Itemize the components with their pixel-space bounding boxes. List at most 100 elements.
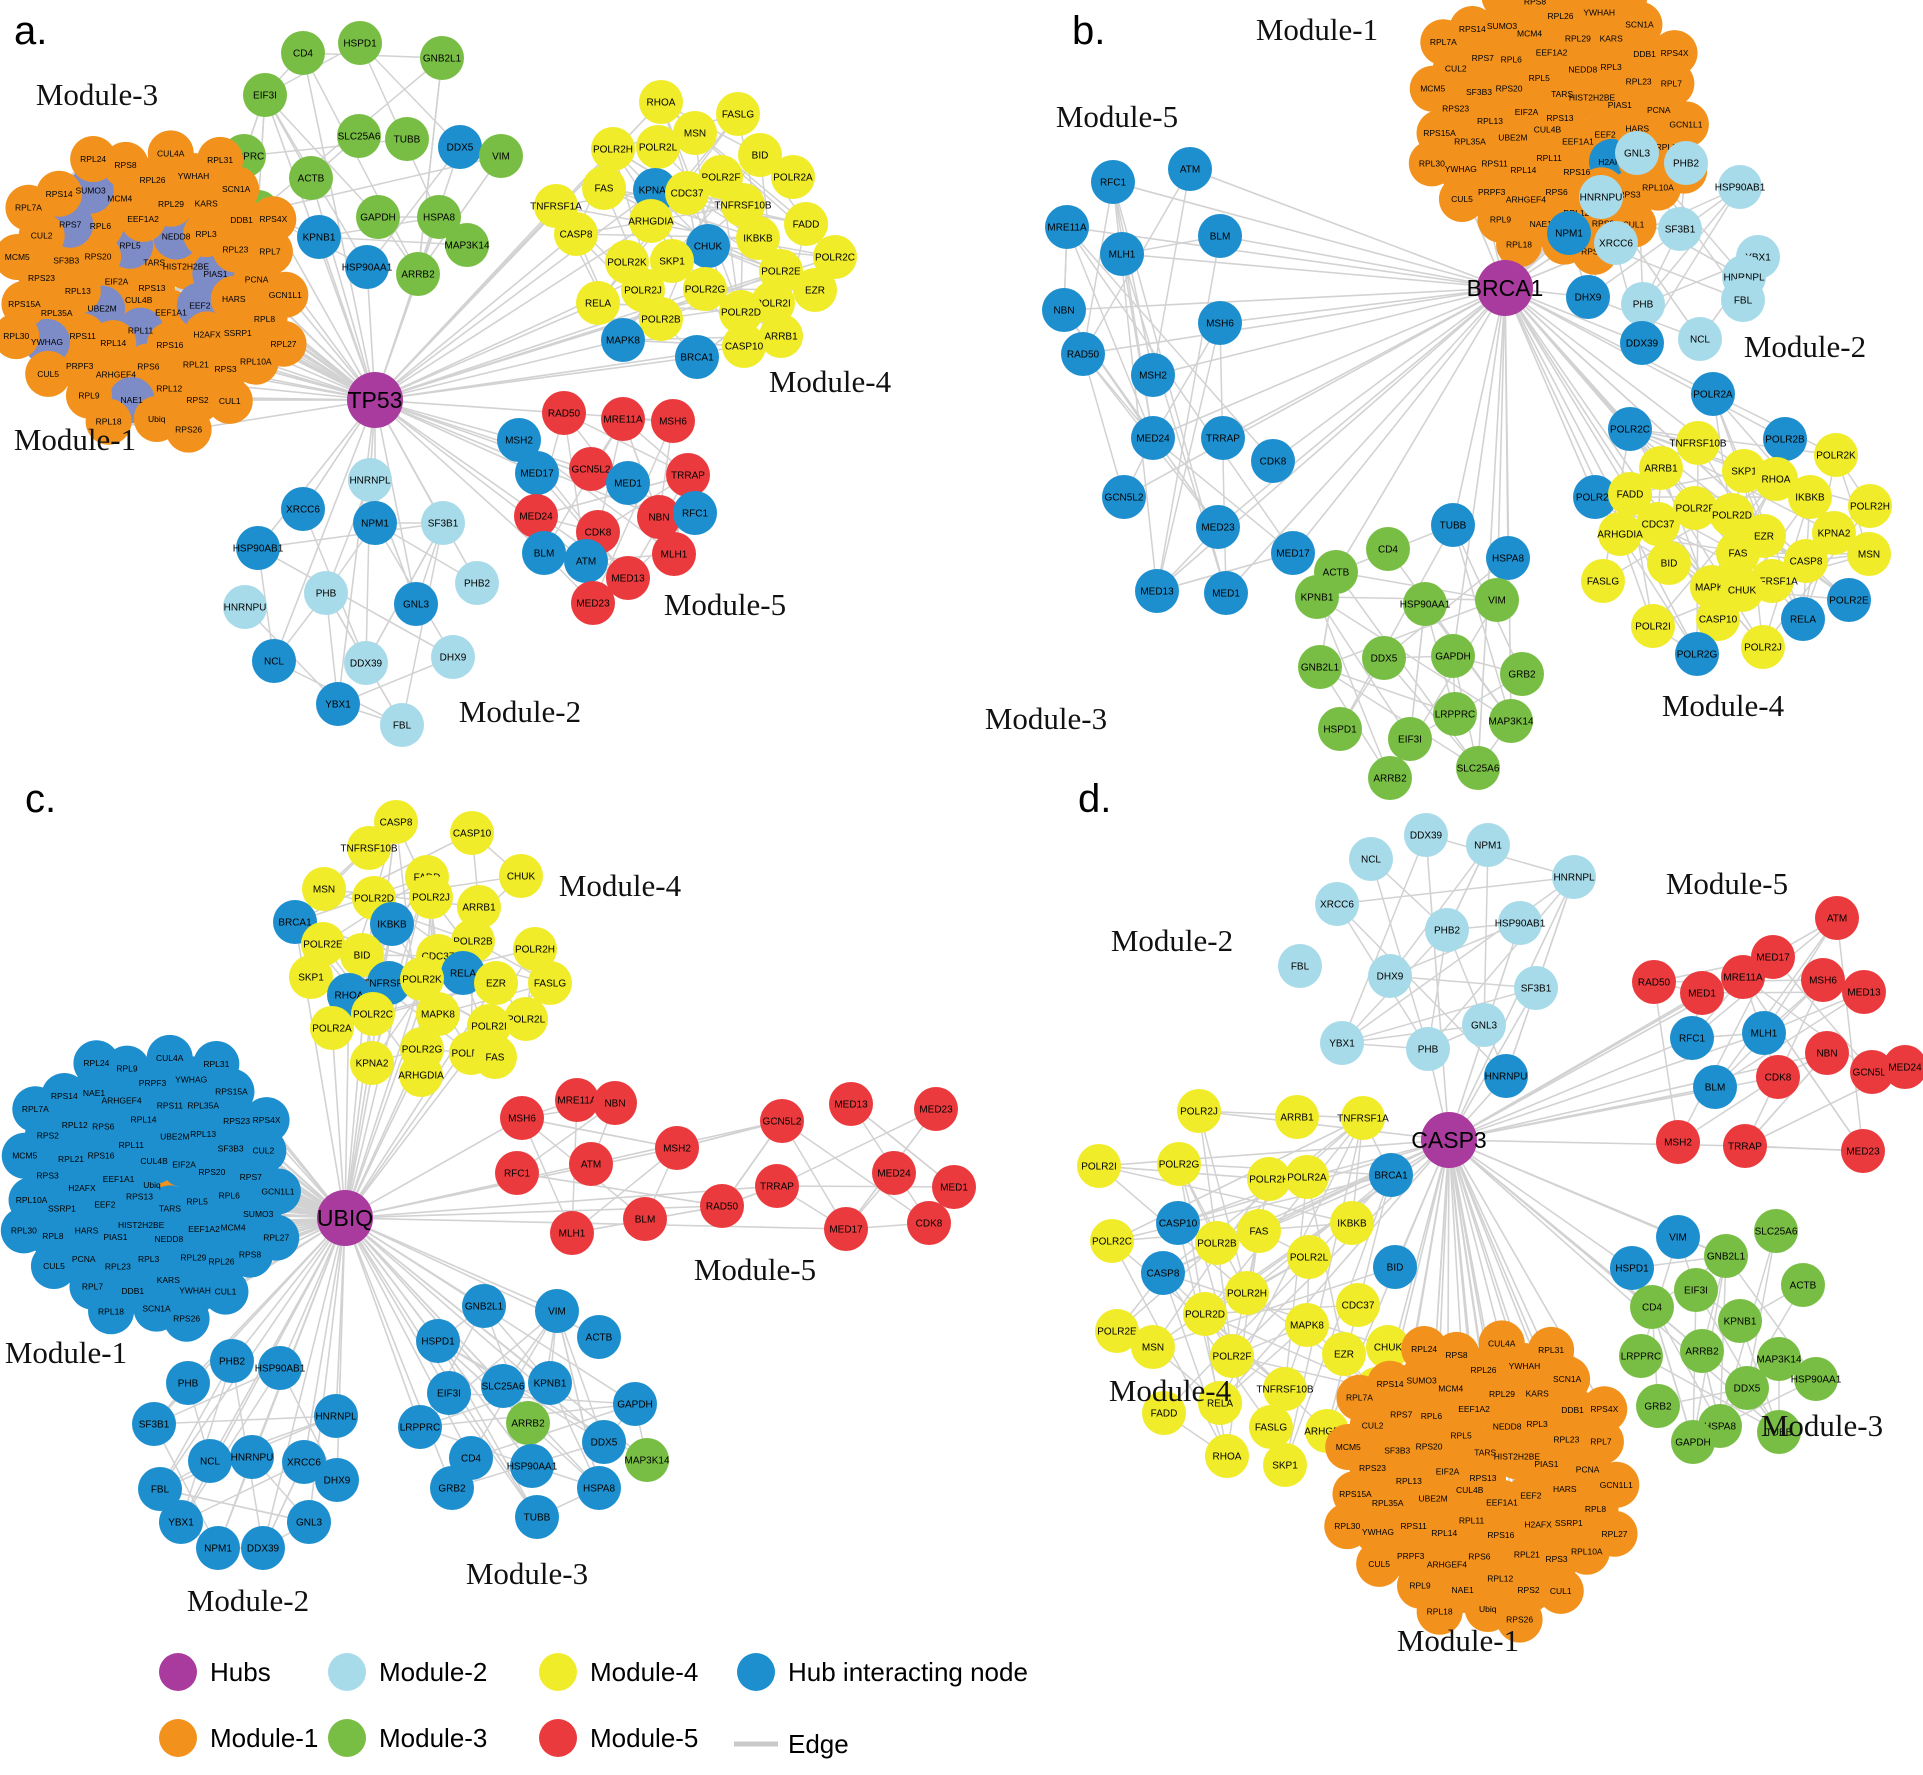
network-node-EIF3I[interactable] [1388,717,1432,761]
network-node-MED23[interactable] [1841,1129,1885,1173]
hub-node-UBIQ[interactable] [317,1190,373,1246]
network-node-NBN[interactable] [1042,288,1086,332]
network-node-RHOA[interactable] [1205,1434,1249,1478]
network-node-HSPA8[interactable] [1486,536,1530,580]
network-node-POLR2F[interactable] [1210,1334,1254,1378]
network-node-KPNA2[interactable] [1812,511,1856,555]
network-node-POLR2A[interactable] [310,1006,354,1050]
network-node-IKBKB[interactable] [736,216,780,260]
network-node-FASLG[interactable] [716,92,760,136]
network-node-HSPD1[interactable] [1610,1246,1654,1290]
network-node-RPL18[interactable] [88,1288,135,1335]
network-node-GNL3[interactable] [394,582,438,626]
network-node-POLR2G[interactable] [1675,632,1719,676]
network-node-ACTB[interactable] [1781,1263,1825,1307]
network-node-BLM[interactable] [1198,214,1242,258]
network-node-NCL[interactable] [188,1439,232,1483]
network-node-MED17[interactable] [1271,531,1315,575]
network-node-DDX39[interactable] [1620,321,1664,365]
network-node-DDX39[interactable] [344,641,388,685]
network-node-RPS4X[interactable] [1651,30,1698,77]
network-node-RAD50[interactable] [1061,332,1105,376]
network-node-MED23[interactable] [1196,505,1240,549]
network-node-ARRB2[interactable] [1680,1329,1724,1373]
network-node-MSH2[interactable] [497,418,541,462]
network-node-CASP10[interactable] [722,324,766,368]
network-node-DHX9[interactable] [431,635,475,679]
network-node-GAPDH[interactable] [1671,1420,1715,1464]
hub-node-CASP3[interactable] [1421,1112,1477,1168]
network-node-RPL31[interactable] [1601,0,1648,20]
network-node-RFC1[interactable] [673,491,717,535]
network-node-LRPPRC[interactable] [1433,692,1477,736]
network-node-MED17[interactable] [824,1207,868,1251]
network-node-POLR2H[interactable] [591,127,635,171]
network-node-ARRB2[interactable] [506,1401,550,1445]
network-node-ARRB1[interactable] [759,314,803,358]
network-node-RELA[interactable] [441,951,485,995]
network-node-NBN[interactable] [1805,1031,1849,1075]
network-node-MSN[interactable] [1847,532,1891,576]
network-node-TRRAP[interactable] [755,1164,799,1208]
network-node-POLR2D[interactable] [719,290,763,334]
network-node-CDK8[interactable] [907,1201,951,1245]
network-node-POLR2A[interactable] [771,155,815,199]
network-node-RFC1[interactable] [1670,1016,1714,1060]
network-node-ARRB2[interactable] [396,252,440,296]
network-node-GNB2L1[interactable] [1298,645,1342,689]
network-node-MAP3K14[interactable] [1757,1337,1801,1381]
network-node-NCL[interactable] [252,639,296,683]
network-node-FASLG[interactable] [528,961,572,1005]
network-node-SKP1[interactable] [289,955,333,999]
network-node-RFC1[interactable] [495,1151,539,1195]
network-node-RPL30[interactable] [1324,1503,1371,1550]
network-node-MED24[interactable] [1131,416,1175,460]
network-node-RPL24[interactable] [1481,0,1528,20]
network-node-CDK8[interactable] [1251,439,1295,483]
network-node-KPNB1[interactable] [1718,1299,1762,1343]
network-node-HNRNPU[interactable] [1484,1054,1528,1098]
network-node-SKP1[interactable] [1263,1443,1307,1487]
network-node-FBL[interactable] [1721,278,1765,322]
network-node-RPL30[interactable] [1408,140,1455,187]
network-node-CDC37[interactable] [1636,502,1680,546]
network-node-MLH1[interactable] [550,1211,594,1255]
network-node-MSH6[interactable] [651,399,695,443]
network-node-MLH1[interactable] [1742,1011,1786,1055]
network-node-POLR2E[interactable] [301,922,345,966]
network-node-POLR2L[interactable] [636,125,680,169]
network-node-POLR2C[interactable] [813,235,857,279]
network-node-POLR2G[interactable] [683,267,727,311]
network-node-MED13[interactable] [1135,569,1179,613]
network-node-YBX1[interactable] [159,1500,203,1544]
network-node-HNRNPU[interactable] [223,585,267,629]
network-node-KPNA2[interactable] [350,1041,394,1085]
network-node-POLR2L[interactable] [1287,1235,1331,1279]
network-node-MED1[interactable] [1680,971,1724,1015]
network-node-CUL1[interactable] [1537,1567,1584,1614]
network-node-GCN5L2[interactable] [1850,1050,1894,1094]
network-node-POLR2D[interactable] [1710,493,1754,537]
network-node-NPM1[interactable] [196,1526,240,1570]
network-node-CD4[interactable] [281,31,325,75]
network-node-RPL27[interactable] [253,1214,300,1261]
network-node-MAPK8[interactable] [601,318,645,362]
network-node-EIF3I[interactable] [427,1371,471,1415]
network-node-PHB[interactable] [166,1361,210,1405]
network-node-IKBKB[interactable] [1788,475,1832,519]
network-node-RAD50[interactable] [542,391,586,435]
network-node-MSH2[interactable] [655,1126,699,1170]
network-node-MCM5[interactable] [1325,1424,1372,1471]
network-node-CASP10[interactable] [1156,1201,1200,1245]
network-node-POLR2E[interactable] [1827,578,1871,622]
network-node-RHOA[interactable] [1754,457,1798,501]
network-node-HSPA8[interactable] [417,195,461,239]
network-node-BID[interactable] [340,933,384,977]
network-node-CUL1[interactable] [206,377,253,424]
network-node-MCM5[interactable] [0,234,41,281]
network-node-TNFRSF1A[interactable] [1341,1096,1385,1140]
network-node-MED23[interactable] [914,1087,958,1131]
network-node-POLR2G[interactable] [1157,1142,1201,1186]
hub-node-TP53[interactable] [347,372,403,428]
network-node-NPM1[interactable] [353,501,397,545]
